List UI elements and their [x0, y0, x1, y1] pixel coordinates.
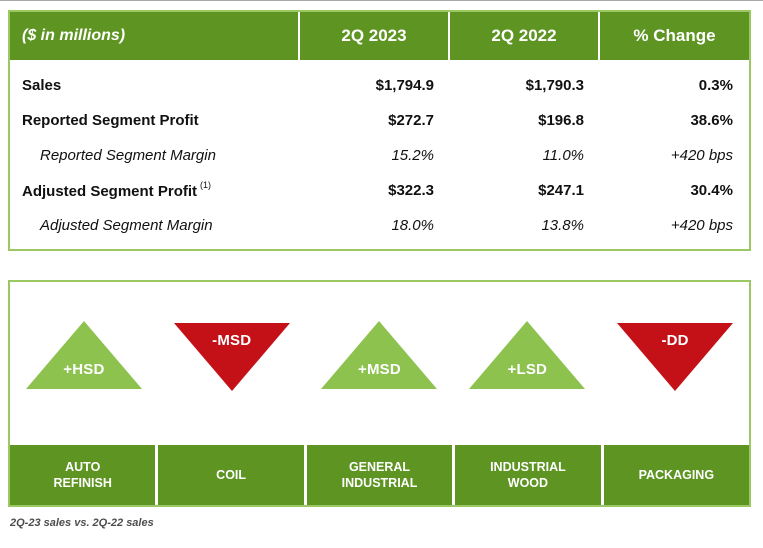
trend-cell-coil: -MSD — [158, 282, 306, 445]
row-label: Adjusted Segment Margin — [40, 217, 213, 234]
up-triangle-icon — [321, 321, 438, 389]
table-row-reported-segment-profit: Reported Segment Profit $272.7 $196.8 38… — [10, 103, 749, 138]
header-units-label: ($ in millions) — [22, 27, 126, 44]
trend-value: +LSD — [507, 361, 548, 378]
trend-cell-packaging: -DD — [601, 282, 749, 445]
value-2q2023: $272.7 — [388, 112, 434, 129]
trend-cell-general-industrial: +MSD — [306, 282, 454, 445]
header-col-2q2023: 2Q 2023 — [298, 12, 448, 60]
trend-value: +HSD — [63, 361, 105, 378]
value-2q2023: 15.2% — [391, 147, 434, 164]
value-2q2023: $1,794.9 — [375, 77, 434, 94]
value-2q2022: 11.0% — [542, 147, 584, 164]
row-label-text: Adjusted Segment Profit — [22, 182, 198, 200]
trend-cell-industrial-wood: +LSD — [453, 282, 601, 445]
segment-label-coil: COIL — [155, 445, 303, 505]
up-triangle-icon — [25, 321, 142, 389]
value-2q2022: $247.1 — [538, 182, 584, 199]
financial-summary-table: ($ in millions) 2Q 2023 2Q 2022 % Change… — [8, 10, 751, 251]
segment-label-auto-refinish: AUTO REFINISH — [10, 445, 155, 505]
segment-label-industrial-wood: INDUSTRIAL WOOD — [452, 445, 600, 505]
trend-value: -DD — [661, 332, 689, 349]
comparison-footnote: 2Q-23 sales vs. 2Q-22 sales — [10, 517, 154, 529]
segment-label-text: PACKAGING — [638, 467, 715, 482]
segment-label-general-industrial: GENERAL INDUSTRIAL — [303, 445, 452, 505]
table-body: Sales $1,794.9 $1,790.3 0.3% Reported Se… — [10, 60, 749, 249]
segment-label-text: INDUSTRIAL WOOD — [490, 459, 566, 490]
value-pct-change: 30.4% — [690, 182, 733, 199]
table-row-reported-segment-margin: Reported Segment Margin 15.2% 11.0% +420… — [10, 138, 749, 173]
trend-indicator-row: +HSD -MSD +MSD +LSD -DD — [10, 282, 749, 445]
top-divider-line — [0, 0, 763, 1]
footnote-marker: (1) — [200, 179, 212, 190]
table-row-adjusted-segment-margin: Adjusted Segment Margin 18.0% 13.8% +420… — [10, 208, 749, 243]
segment-label-text: GENERAL INDUSTRIAL — [341, 459, 418, 490]
table-header-row: ($ in millions) 2Q 2023 2Q 2022 % Change — [10, 12, 749, 60]
down-triangle-icon — [617, 323, 734, 391]
value-pct-change: 38.6% — [690, 112, 733, 129]
trend-value: +MSD — [358, 361, 401, 378]
row-label: Sales — [22, 77, 62, 94]
row-label: Reported Segment Profit — [22, 112, 199, 129]
header-col-pct-change: % Change — [598, 12, 749, 60]
row-label: Adjusted Segment Profit (1) — [10, 179, 298, 200]
value-pct-change: +420 bps — [670, 217, 733, 234]
value-pct-change: 0.3% — [698, 77, 733, 94]
trend-value: -MSD — [212, 332, 252, 349]
table-row-adjusted-segment-profit: Adjusted Segment Profit (1) $322.3 $247.1… — [10, 173, 749, 208]
segment-label-packaging: PACKAGING — [600, 445, 749, 505]
up-triangle-icon — [469, 321, 586, 389]
value-2q2022: $1,790.3 — [525, 77, 584, 94]
value-2q2022: $196.8 — [538, 112, 584, 129]
trend-cell-auto-refinish: +HSD — [10, 282, 158, 445]
value-2q2023: $322.3 — [388, 182, 434, 199]
segment-name-band: AUTO REFINISH COIL GENERAL INDUSTRIAL IN… — [10, 445, 749, 505]
segment-trend-panel: +HSD -MSD +MSD +LSD -DD AUTO REFINISH CO… — [8, 280, 751, 507]
row-label: Reported Segment Margin — [40, 147, 216, 164]
header-col-2q2022: 2Q 2022 — [448, 12, 598, 60]
value-2q2022: 13.8% — [541, 217, 584, 234]
segment-label-text: COIL — [216, 467, 247, 482]
value-pct-change: +420 bps — [670, 147, 733, 164]
value-2q2023: 18.0% — [391, 217, 434, 234]
table-row-sales: Sales $1,794.9 $1,790.3 0.3% — [10, 68, 749, 103]
down-triangle-icon — [173, 323, 290, 391]
segment-label-text: AUTO REFINISH — [53, 459, 112, 490]
